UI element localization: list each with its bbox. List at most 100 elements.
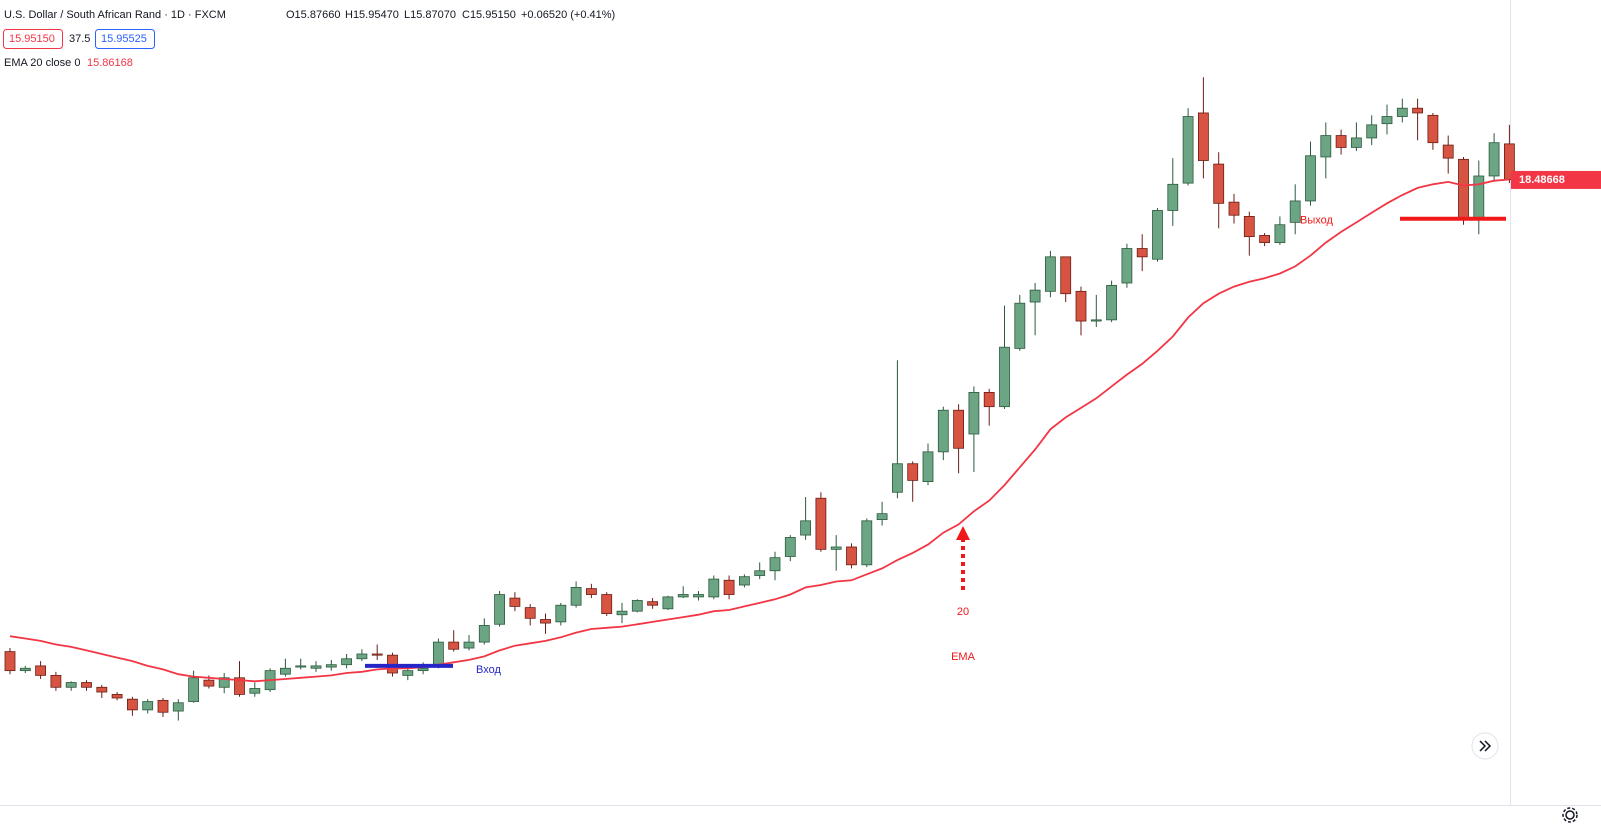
candle-body	[769, 557, 781, 572]
settings-icon[interactable]	[1562, 807, 1578, 823]
candle	[769, 551, 781, 581]
candle-body	[616, 610, 628, 616]
candle	[999, 305, 1010, 410]
candle-body	[19, 667, 31, 672]
scroll-button[interactable]	[1471, 732, 1499, 760]
candle-body	[999, 346, 1010, 408]
candle-body	[1259, 235, 1270, 243]
candle	[1289, 184, 1301, 235]
symbol-title: U.S. Dollar / South African Rand · 1D · …	[4, 9, 226, 21]
candle-body	[234, 677, 245, 695]
candle	[586, 583, 597, 599]
candle	[570, 581, 582, 608]
candle-body	[1045, 256, 1056, 292]
candle-body	[432, 641, 444, 667]
candle-body	[295, 665, 307, 668]
candle	[81, 680, 92, 691]
candle	[662, 595, 674, 610]
candle	[1228, 193, 1240, 224]
candle-body	[111, 694, 123, 699]
candle-body	[784, 537, 796, 557]
candle	[509, 592, 521, 612]
candle-body	[953, 409, 964, 449]
candle	[325, 659, 337, 671]
candle-body	[1243, 216, 1255, 238]
candle	[448, 630, 460, 652]
candle-body	[892, 463, 903, 493]
candle	[1136, 234, 1148, 272]
candle	[892, 360, 903, 499]
ohlc-high: H15.95470	[345, 9, 399, 21]
candle-body	[922, 451, 934, 482]
candle	[341, 653, 353, 669]
candle-body	[693, 594, 704, 598]
ema-legend-value: 15.86168	[87, 57, 133, 69]
candle-body	[127, 698, 138, 711]
candle-body	[203, 679, 215, 687]
candle	[616, 602, 628, 624]
candle	[279, 658, 291, 677]
candle	[540, 613, 551, 634]
candle	[830, 535, 842, 571]
candle	[1152, 208, 1163, 262]
candle-body	[846, 546, 857, 566]
candle-body	[830, 546, 842, 550]
candle	[1198, 77, 1209, 179]
legend: U.S. Dollar / South African Rand · 1D · …	[3, 9, 615, 69]
candle-body	[1289, 200, 1301, 223]
candle-body	[1075, 290, 1087, 322]
candle	[96, 684, 108, 698]
candle-body	[1381, 116, 1393, 125]
candle	[1458, 156, 1469, 225]
candle-body	[815, 497, 827, 550]
candle	[1060, 256, 1072, 303]
candle-body	[1412, 107, 1423, 114]
candle	[937, 406, 949, 461]
candle-body	[800, 520, 811, 536]
candle-body	[540, 619, 551, 624]
candle-body	[188, 677, 200, 702]
candle-body	[1335, 135, 1347, 148]
candle-body	[586, 588, 597, 595]
candle	[601, 592, 613, 616]
candle	[1366, 115, 1378, 146]
candle	[739, 574, 750, 588]
last-price-tag	[1511, 170, 1601, 189]
candle	[371, 644, 383, 660]
candle	[555, 602, 567, 626]
candle	[1167, 158, 1179, 226]
candle	[876, 501, 888, 526]
buy-box[interactable]	[95, 29, 155, 49]
candle	[218, 673, 230, 694]
candle-body	[1213, 163, 1225, 204]
ema-arrow-head	[956, 526, 970, 540]
candle-body	[371, 653, 383, 656]
candle-body	[1320, 135, 1332, 158]
candle-body	[1014, 302, 1026, 349]
candle-body	[448, 641, 460, 650]
entry-label: Вход	[476, 664, 501, 676]
candle-body	[1182, 116, 1194, 184]
spread: 37.5	[69, 33, 90, 45]
candle-body	[172, 702, 184, 712]
last-price-label: 18.48668	[1519, 174, 1565, 186]
candle-body	[279, 667, 291, 675]
candle	[631, 599, 643, 613]
candle-body	[50, 674, 62, 688]
candle	[846, 543, 857, 569]
candle-body	[1060, 256, 1072, 295]
candle	[1045, 250, 1056, 298]
candle	[723, 575, 735, 600]
candle-body	[509, 597, 521, 607]
candle-body	[1029, 289, 1041, 303]
candle	[907, 461, 919, 502]
candle-body	[35, 665, 46, 676]
sell-box[interactable]	[3, 29, 63, 49]
ohlc-change: +0.06520 (+0.41%)	[521, 9, 615, 21]
candle	[1259, 233, 1270, 247]
candle-body	[1427, 114, 1439, 144]
candle	[1029, 282, 1041, 336]
candle	[953, 404, 964, 474]
candle	[234, 661, 245, 697]
